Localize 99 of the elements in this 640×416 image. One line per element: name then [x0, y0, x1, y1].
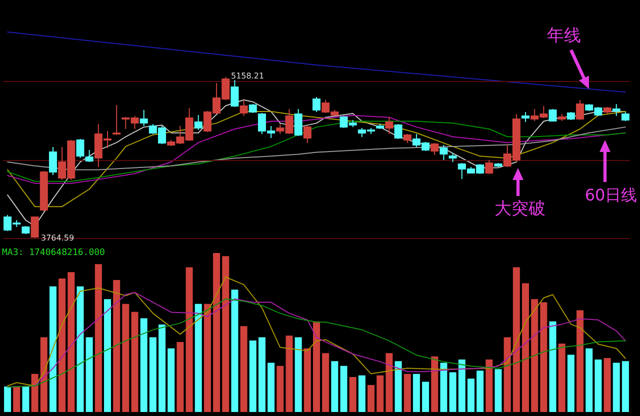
bar	[594, 360, 602, 412]
bar	[113, 280, 120, 412]
bar	[476, 370, 484, 412]
candlestick	[140, 109, 148, 127]
candlestick	[385, 116, 394, 134]
bar	[204, 304, 211, 412]
bar	[49, 286, 56, 412]
bar	[294, 337, 302, 412]
bar	[186, 267, 193, 412]
bar	[86, 337, 93, 412]
bar	[504, 337, 511, 412]
candlestick	[430, 142, 439, 156]
candlestick	[240, 100, 248, 116]
bar	[404, 374, 411, 412]
candlestick	[294, 108, 302, 137]
bar	[340, 366, 348, 412]
candlestick	[394, 124, 402, 140]
candlestick	[576, 100, 584, 120]
bar	[104, 299, 111, 412]
bar	[394, 361, 402, 412]
bar	[122, 304, 130, 412]
bar	[486, 360, 493, 412]
candlestick	[85, 150, 94, 163]
bar	[22, 386, 30, 412]
candlestick	[485, 159, 494, 174]
candlestick	[112, 104, 121, 136]
candlestick	[621, 112, 630, 122]
candlestick	[612, 104, 620, 116]
annotation: 60日线	[584, 186, 638, 204]
bar	[194, 304, 202, 412]
bar	[522, 283, 529, 412]
bar	[313, 321, 320, 412]
bar	[567, 354, 574, 412]
candlestick	[194, 114, 202, 131]
bar	[40, 337, 48, 412]
bar	[422, 382, 430, 412]
bar	[68, 272, 75, 412]
bar	[176, 342, 184, 412]
bar	[540, 302, 548, 412]
bar	[158, 324, 166, 412]
bar	[368, 384, 375, 412]
candlestick	[76, 138, 84, 159]
bar	[58, 278, 66, 412]
bar	[612, 362, 620, 412]
candlestick	[440, 144, 448, 160]
bar	[13, 386, 20, 412]
bar	[358, 375, 366, 412]
candlestick	[312, 96, 320, 113]
candlestick	[30, 216, 39, 238]
bar	[268, 362, 275, 412]
bar	[376, 375, 384, 412]
bar	[76, 286, 84, 412]
bar	[622, 361, 629, 412]
candlestick	[303, 124, 312, 144]
bar	[349, 377, 356, 412]
bar	[304, 348, 311, 412]
bar	[531, 299, 538, 412]
bar	[149, 337, 156, 412]
bar	[286, 336, 293, 412]
annotation: MA3: 1740648216.000	[2, 248, 105, 258]
bar	[467, 378, 474, 412]
bar	[549, 321, 556, 412]
bar	[449, 372, 456, 412]
bar	[4, 386, 12, 412]
bar	[258, 337, 266, 412]
candlestick	[448, 152, 457, 163]
bar	[213, 253, 220, 412]
bar	[458, 360, 466, 412]
bar	[386, 353, 393, 412]
candlestick	[230, 80, 239, 108]
bar	[94, 264, 102, 412]
bar	[240, 326, 248, 412]
candlestick	[403, 133, 412, 144]
bar	[512, 267, 520, 412]
bar	[331, 361, 338, 412]
bar	[31, 374, 38, 412]
bar	[440, 362, 448, 412]
bar	[231, 290, 238, 412]
candlestick	[522, 112, 530, 122]
bar	[586, 348, 593, 412]
bar	[131, 312, 138, 412]
bar	[558, 344, 566, 412]
bar	[140, 318, 148, 412]
candlestick	[48, 146, 57, 176]
bar	[494, 369, 502, 412]
bar	[431, 356, 438, 412]
bar	[412, 374, 420, 412]
bar	[576, 310, 584, 412]
annotation: 大突破	[494, 199, 546, 219]
annotation: 年线	[547, 26, 581, 46]
bar	[322, 353, 330, 412]
bar	[276, 366, 284, 412]
annotation: 3764.59	[41, 234, 74, 242]
candlestick	[548, 108, 557, 122]
bar	[222, 256, 230, 412]
bar	[249, 340, 256, 412]
bar	[168, 348, 175, 412]
annotation: 5158.21	[231, 72, 264, 80]
bar	[604, 358, 611, 412]
